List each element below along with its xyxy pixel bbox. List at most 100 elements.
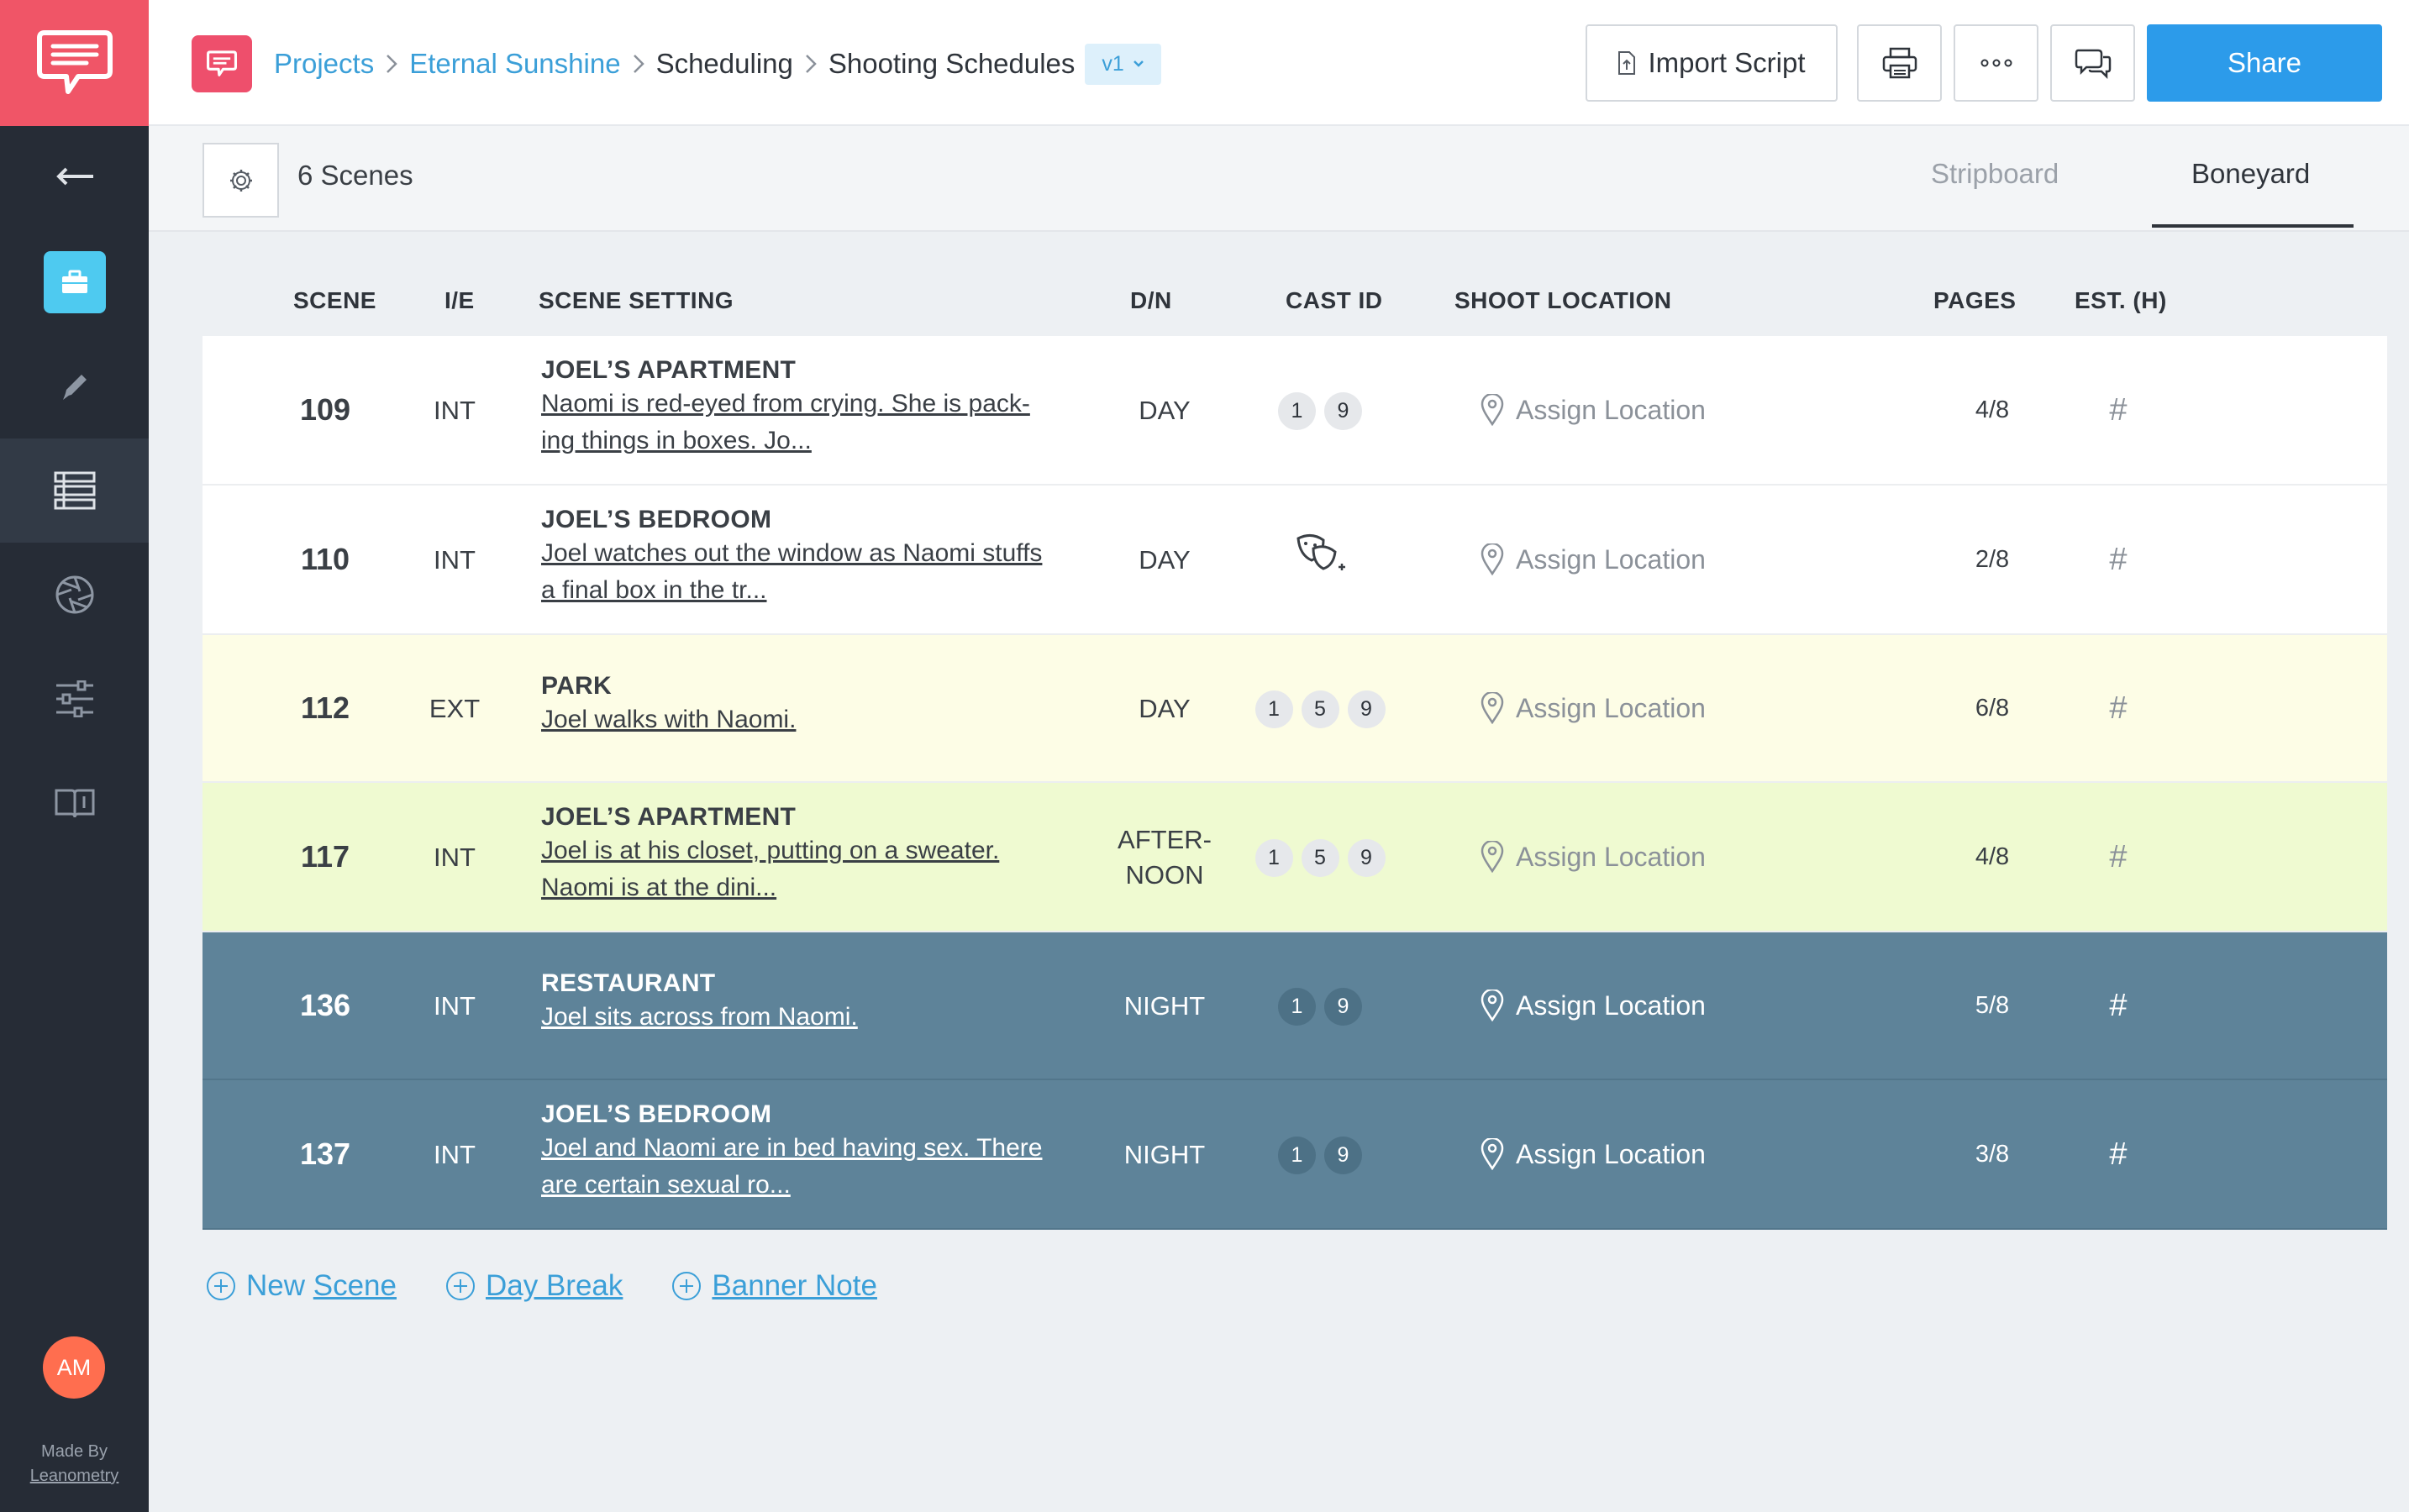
column-header-est[interactable]: EST. (H) xyxy=(2075,287,2167,313)
scene-description-link[interactable]: Joel is at his closet, putting on a swea… xyxy=(541,837,1000,864)
scene-description-link[interactable]: Joel and Naomi are in bed having sex. Th… xyxy=(541,1134,1043,1162)
book-icon xyxy=(55,789,94,818)
more-options-button[interactable] xyxy=(1954,24,2038,102)
column-header-scene[interactable]: SCENE xyxy=(293,287,376,313)
sidebar-item-learn[interactable] xyxy=(0,751,149,855)
table-row[interactable]: 136 INT RESTAURANT Joel sits across from Na… xyxy=(203,932,2387,1080)
banner-note-button[interactable]: Banner Note xyxy=(671,1269,877,1303)
table-row[interactable]: 117 INT JOEL’S APARTMENT Joel is at his clo… xyxy=(203,783,2387,932)
cast-id-badge[interactable]: 1 xyxy=(1278,988,1316,1026)
assign-location-button[interactable]: Assign Location xyxy=(1481,990,1706,1021)
scene-setting[interactable]: JOEL’S APARTMENT Naomi is red-eyed from c… xyxy=(541,356,1079,459)
cast-id-badge[interactable]: 9 xyxy=(1324,1137,1362,1174)
breadcrumb-project[interactable]: Eternal Sunshine xyxy=(409,48,621,79)
scene-setting-title: JOEL’S APARTMENT xyxy=(541,803,797,831)
scene-day-night: NIGHT xyxy=(1102,1137,1228,1173)
cast-id-badge[interactable]: 9 xyxy=(1347,839,1386,877)
scene-setting[interactable]: PARK Joel walks with Naomi. xyxy=(541,672,1079,738)
scene-description-link[interactable]: Naomi is red-eyed from crying. She is pa… xyxy=(541,390,1030,417)
scene-description-link[interactable]: Naomi is at the dini... xyxy=(541,874,777,901)
cast-id-badge[interactable]: 9 xyxy=(1324,988,1362,1026)
made-by-brand-link[interactable]: Leanometry xyxy=(29,1467,119,1485)
day-break-button[interactable]: Day Break xyxy=(445,1269,623,1303)
comments-button[interactable] xyxy=(2050,24,2135,102)
sidebar-item-write[interactable] xyxy=(0,334,149,438)
assign-location-button[interactable]: Assign Location xyxy=(1481,394,1706,426)
cast-ids[interactable] xyxy=(1253,530,1387,577)
table-row[interactable]: 137 INT JOEL’S BEDROOM Joel and Naomi are i… xyxy=(203,1080,2387,1230)
share-button[interactable]: Share xyxy=(2147,24,2382,102)
estimated-hours-input[interactable]: # xyxy=(2109,542,2128,577)
cast-id-badge[interactable]: 1 xyxy=(1278,392,1316,430)
scene-pages: 3/8 xyxy=(1975,1141,2010,1168)
table-row[interactable]: 110 INT JOEL’S BEDROOM Joel watches out the… xyxy=(203,486,2387,635)
estimated-hours-input[interactable]: # xyxy=(2109,988,2128,1023)
cast-id-badge[interactable]: 5 xyxy=(1301,690,1339,728)
scene-setting[interactable]: JOEL’S BEDROOM Joel and Naomi are in bed … xyxy=(541,1100,1079,1203)
scene-setting[interactable]: JOEL’S BEDROOM Joel watches out the windo… xyxy=(541,506,1079,608)
day-night-text: DAY xyxy=(1139,545,1191,575)
column-header-cast[interactable]: CAST ID xyxy=(1286,287,1383,313)
scene-description-link[interactable]: Joel sits across from Naomi. xyxy=(541,1003,858,1031)
sidebar-item-shot-list[interactable] xyxy=(0,543,149,647)
new-scene-button[interactable]: New Scene xyxy=(206,1269,397,1303)
project-logo[interactable] xyxy=(192,35,252,92)
sidebar-item-scheduling[interactable] xyxy=(0,438,149,543)
version-dropdown[interactable]: v1 xyxy=(1085,43,1161,85)
estimated-hours-input[interactable]: # xyxy=(2109,1137,2128,1172)
cast-id-badge[interactable]: 1 xyxy=(1254,690,1293,728)
scene-description-link[interactable]: Joel watches out the window as Naomi stu… xyxy=(541,539,1043,567)
assign-location-button[interactable]: Assign Location xyxy=(1481,841,1706,873)
assign-location-button[interactable]: Assign Location xyxy=(1481,543,1706,575)
breadcrumb-projects[interactable]: Projects xyxy=(274,48,375,79)
day-night-text: DAY xyxy=(1139,694,1191,723)
column-header-ie[interactable]: I/E xyxy=(444,287,475,313)
avatar[interactable]: AM xyxy=(43,1336,105,1399)
scene-description-link[interactable]: ing things in boxes. Jo... xyxy=(541,427,812,454)
print-button[interactable] xyxy=(1857,24,1942,102)
cast-id-badge[interactable]: 5 xyxy=(1301,839,1339,877)
scene-description-link[interactable]: Joel walks with Naomi. xyxy=(541,706,797,733)
sidebar-item-settings[interactable] xyxy=(0,647,149,751)
sidebar-item-back[interactable] xyxy=(0,124,149,228)
column-header-setting[interactable]: SCENE SETTING xyxy=(539,287,734,313)
scene-setting[interactable]: JOEL’S APARTMENT Joel is at his closet, p… xyxy=(541,803,1079,906)
briefcase-icon xyxy=(61,270,87,293)
sidebar-item-projects[interactable] xyxy=(0,230,149,334)
table-row[interactable]: 112 EXT PARK Joel walks with Naomi. DAY 1 5 9 As… xyxy=(203,635,2387,783)
scene-number: 137 xyxy=(299,1137,351,1171)
tab-stripboard[interactable]: Stripboard xyxy=(1931,158,2059,189)
map-pin-icon xyxy=(1481,1138,1504,1170)
banner-note-label: Banner Note xyxy=(712,1269,877,1302)
app-logo[interactable] xyxy=(0,0,149,126)
assign-location-button[interactable]: Assign Location xyxy=(1481,692,1706,724)
estimated-hours-input[interactable]: # xyxy=(2109,392,2128,428)
schedule-settings-button[interactable] xyxy=(203,143,279,218)
assign-location-button[interactable]: Assign Location xyxy=(1481,1138,1706,1170)
import-script-button[interactable]: Import Script xyxy=(1586,24,1838,102)
breadcrumb-scheduling[interactable]: Scheduling xyxy=(655,48,793,79)
table-row[interactable]: 109 INT JOEL’S APARTMENT Naomi is red-eyed … xyxy=(203,336,2387,486)
estimated-hours-input[interactable]: # xyxy=(2109,690,2128,726)
scene-ie: INT xyxy=(434,396,476,425)
column-header-location[interactable]: SHOOT LOCATION xyxy=(1454,287,1672,313)
column-header-dn[interactable]: D/N xyxy=(1130,287,1172,313)
column-header-pages[interactable]: PAGES xyxy=(1933,287,2017,313)
estimated-hours-input[interactable]: # xyxy=(2109,839,2128,874)
scene-description-link[interactable]: are certain sexual ro... xyxy=(541,1171,791,1199)
tab-boneyard[interactable]: Boneyard xyxy=(2191,158,2311,189)
cast-id-badge[interactable]: 1 xyxy=(1278,1137,1316,1174)
cast-id-badge[interactable]: 1 xyxy=(1254,839,1293,877)
scene-description-link[interactable]: a final box in the tr... xyxy=(541,576,767,604)
scene-ie: INT xyxy=(434,1140,476,1169)
scene-pages: 4/8 xyxy=(1975,396,2010,423)
cast-id-badge[interactable]: 9 xyxy=(1347,690,1386,728)
scene-setting[interactable]: RESTAURANT Joel sits across from Naomi. xyxy=(541,969,1079,1035)
cast-id-badge[interactable]: 9 xyxy=(1324,392,1362,430)
chevron-right-icon xyxy=(633,54,644,74)
